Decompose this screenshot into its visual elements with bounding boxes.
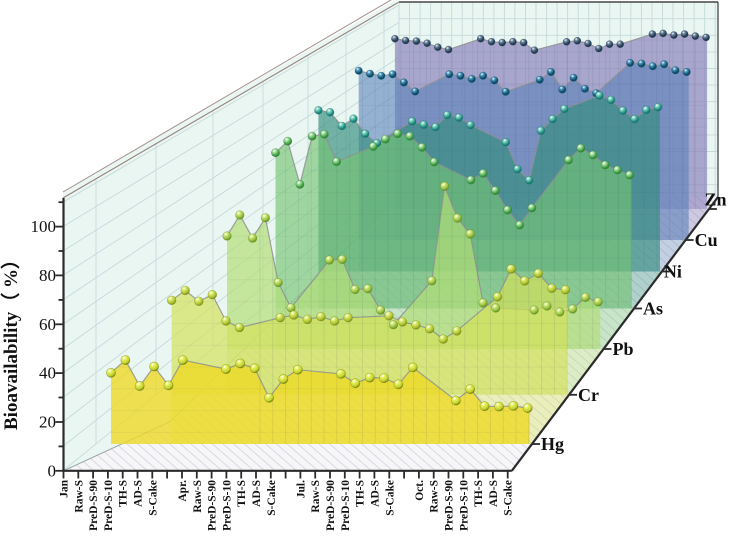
svg-text:Bioavailability（ %）: Bioavailability（ %） — [0, 250, 22, 430]
svg-text:AD-S: AD-S — [133, 480, 145, 507]
svg-text:AD-S: AD-S — [369, 480, 381, 507]
svg-text:S-Cake: S-Cake — [266, 480, 278, 516]
svg-text:Oct.: Oct. — [414, 480, 426, 501]
svg-text:Raw-S: Raw-S — [429, 480, 441, 513]
svg-text:PreD-S-90: PreD-S-90 — [444, 480, 456, 531]
svg-text:PreD-S-90: PreD-S-90 — [88, 480, 100, 531]
svg-text:100: 100 — [31, 217, 57, 236]
svg-text:Pb: Pb — [613, 339, 634, 359]
svg-text:PreD-S-90: PreD-S-90 — [207, 480, 219, 531]
svg-text:Hg: Hg — [541, 434, 564, 454]
svg-text:Cr: Cr — [578, 385, 599, 405]
svg-text:TH-S: TH-S — [236, 480, 248, 507]
svg-text:80: 80 — [39, 266, 56, 285]
svg-text:20: 20 — [39, 413, 56, 432]
svg-text:Raw-S: Raw-S — [310, 480, 322, 513]
svg-text:Jan: Jan — [59, 479, 71, 498]
svg-text:PreD-S-10: PreD-S-10 — [458, 480, 470, 531]
svg-text:Apr.: Apr. — [177, 480, 189, 502]
svg-text:AD-S: AD-S — [488, 480, 500, 507]
svg-text:PreD-S-90: PreD-S-90 — [325, 480, 337, 531]
svg-text:Zn: Zn — [705, 190, 727, 210]
svg-text:PreD-S-10: PreD-S-10 — [103, 480, 115, 531]
svg-text:60: 60 — [39, 315, 56, 334]
svg-text:Raw-S: Raw-S — [192, 480, 204, 513]
svg-text:AD-S: AD-S — [251, 480, 263, 507]
svg-text:Cu: Cu — [695, 230, 718, 250]
svg-text:Jul.: Jul. — [295, 480, 307, 498]
svg-text:TH-S: TH-S — [473, 480, 485, 507]
svg-text:TH-S: TH-S — [355, 480, 367, 507]
svg-text:0: 0 — [48, 461, 57, 480]
svg-text:TH-S: TH-S — [118, 480, 130, 507]
svg-text:40: 40 — [39, 364, 56, 383]
svg-text:PreD-S-10: PreD-S-10 — [340, 480, 352, 531]
svg-text:Ni: Ni — [664, 262, 682, 282]
svg-text:PreD-S-10: PreD-S-10 — [221, 480, 233, 531]
svg-text:Raw-S: Raw-S — [73, 480, 85, 513]
svg-text:S-Cake: S-Cake — [384, 480, 396, 516]
svg-text:S-Cake: S-Cake — [503, 480, 515, 516]
svg-text:As: As — [643, 299, 663, 319]
svg-text:S-Cake: S-Cake — [147, 480, 159, 516]
